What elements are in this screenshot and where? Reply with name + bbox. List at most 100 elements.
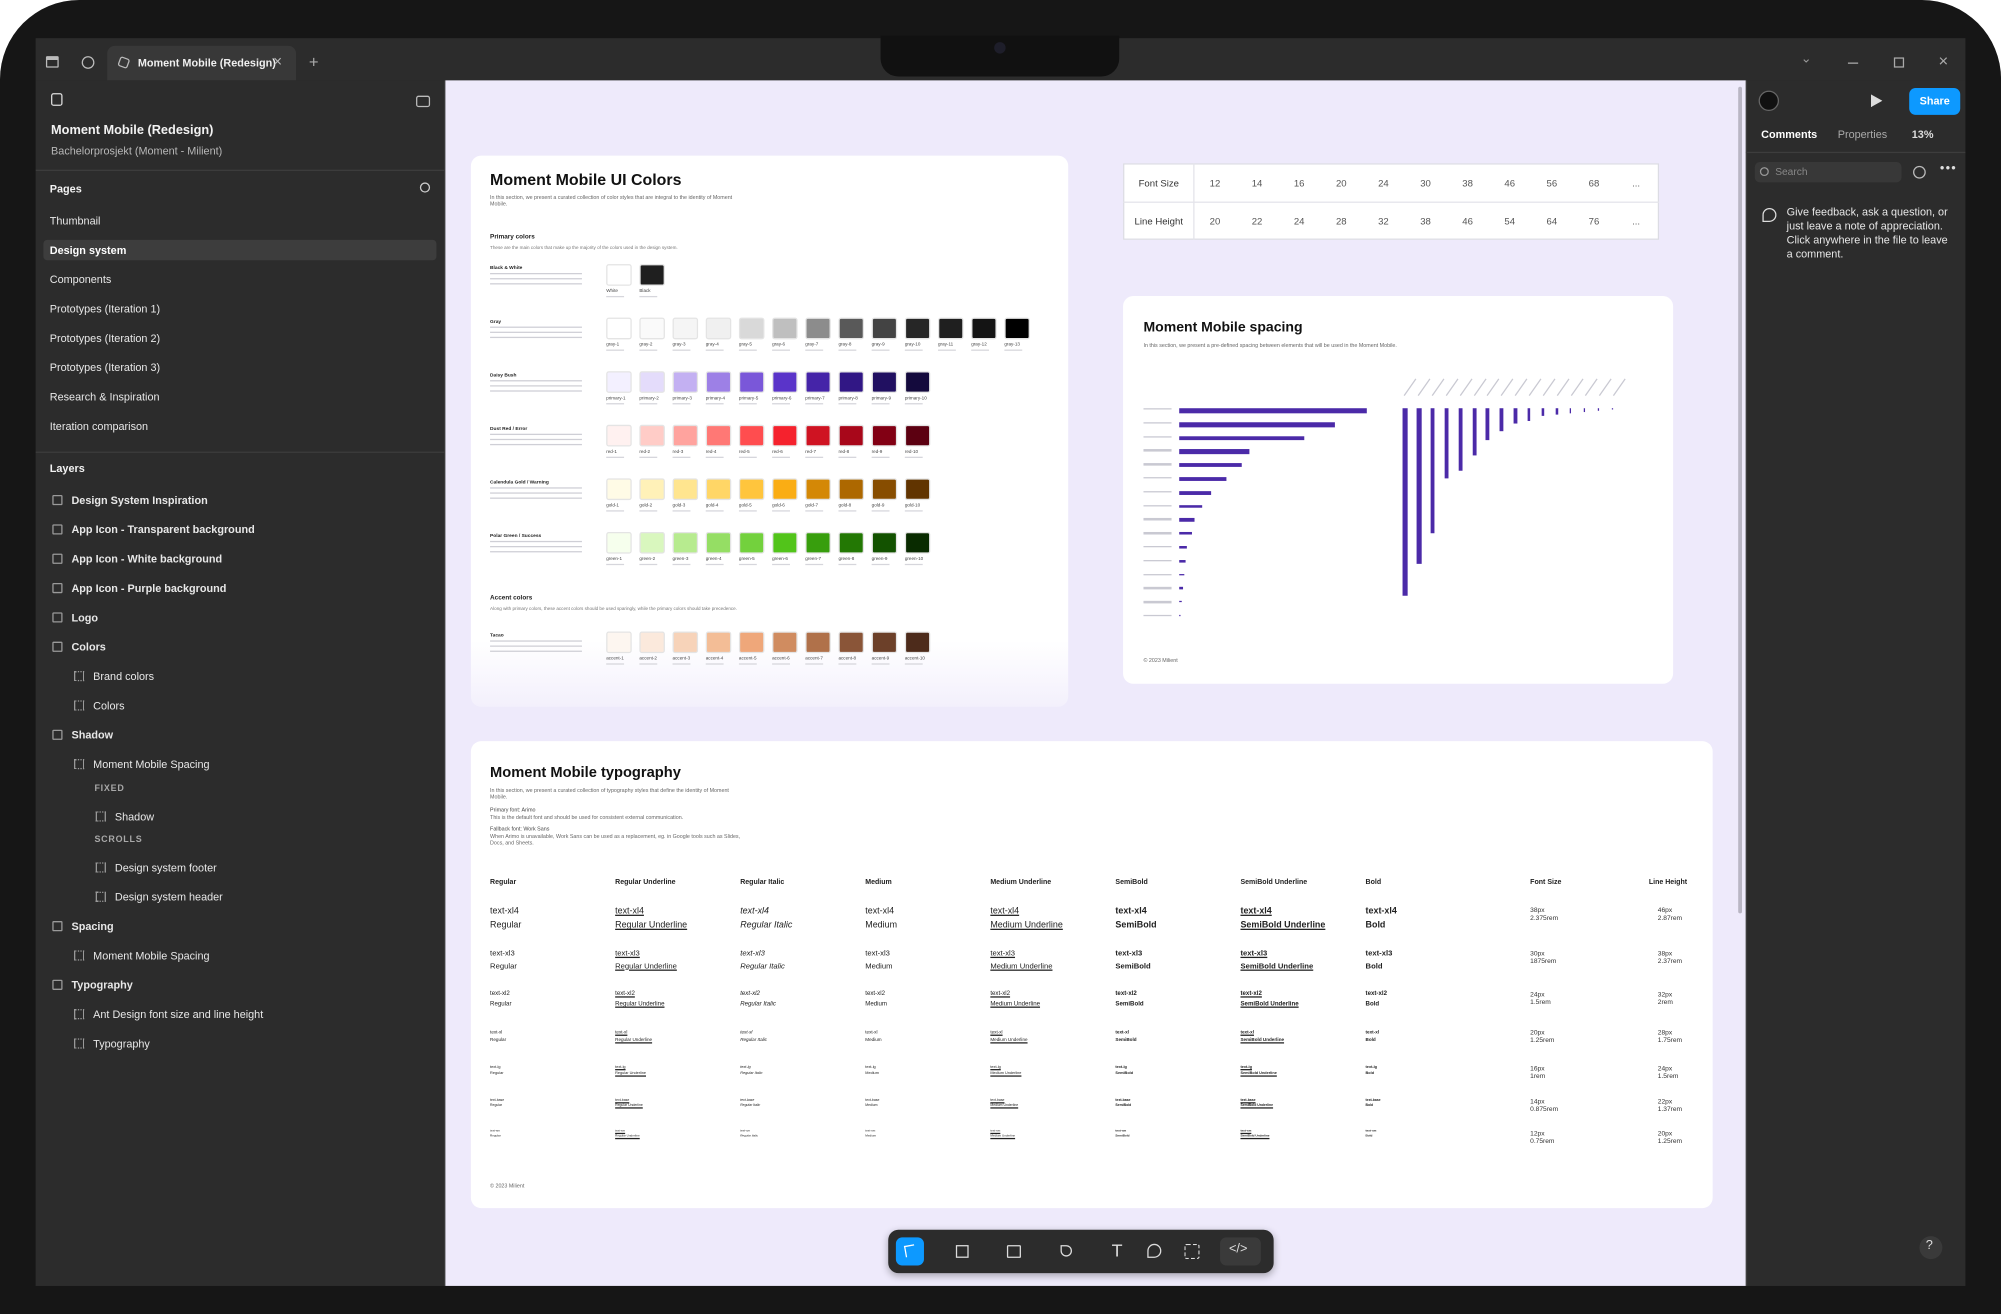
tab-close[interactable]: × <box>273 52 283 71</box>
type-sample: Regular <box>490 921 522 931</box>
layer-item[interactable]: App Icon - Purple background <box>71 581 227 595</box>
file-name[interactable]: Moment Mobile (Redesign) <box>51 123 214 138</box>
help-button[interactable] <box>1919 1236 1943 1260</box>
layer-item[interactable]: Logo <box>71 611 98 624</box>
page-item[interactable]: Research & Inspiration <box>49 390 160 404</box>
panel-tab[interactable]: Properties <box>1837 127 1888 141</box>
win-close[interactable]: × <box>1938 51 1949 71</box>
page-item[interactable]: Prototypes (Iteration 2) <box>49 331 161 345</box>
globe-icon[interactable] <box>81 56 95 69</box>
zoom-level[interactable]: 13% <box>1911 127 1934 141</box>
spacing-bar <box>1179 601 1182 603</box>
page-selected <box>43 239 437 261</box>
type-sample: Bold <box>1365 1001 1380 1008</box>
layer-item[interactable]: Brand colors <box>93 669 155 683</box>
type-sample: text-lg <box>865 1063 876 1070</box>
filter-icon[interactable] <box>1913 165 1926 179</box>
home-icon[interactable] <box>45 56 59 68</box>
group-name: Dust Red / Error <box>490 426 528 432</box>
search-icon[interactable] <box>419 182 431 193</box>
layer-item[interactable]: Design system header <box>114 890 223 904</box>
font-size-value: 38px <box>1530 907 1545 915</box>
page-item[interactable]: Iteration comparison <box>49 419 149 433</box>
swatch-label: accent-7 <box>805 655 823 661</box>
more-icon[interactable]: ••• <box>1939 162 1958 177</box>
layer-item[interactable]: Shadow <box>71 728 114 742</box>
color-swatch <box>1004 317 1030 340</box>
layer-item[interactable]: App Icon - Transparent background <box>71 523 255 536</box>
swatch-hex-line <box>805 403 824 405</box>
new-tab[interactable]: + <box>308 52 319 72</box>
page-item[interactable]: Thumbnail <box>49 214 101 228</box>
column-header: SemiBold <box>1115 878 1148 887</box>
camera <box>994 42 1006 54</box>
type-sample: Regular Underline <box>615 1070 646 1076</box>
resources-tool[interactable] <box>1184 1243 1200 1260</box>
swatch-hex-line <box>805 349 824 352</box>
search-box[interactable] <box>1754 162 1902 183</box>
spacing-column <box>1569 408 1572 413</box>
panel-tab[interactable]: Comments <box>1761 127 1818 141</box>
layer-item[interactable]: Ant Design font size and line height <box>93 1007 264 1021</box>
group-desc-line <box>490 540 582 543</box>
panel-toggle[interactable] <box>416 95 431 108</box>
type-sample: Bold <box>1365 962 1383 971</box>
win-min[interactable] <box>1847 62 1859 65</box>
color-swatch <box>606 317 632 340</box>
layer-item[interactable]: Spacing <box>71 919 114 933</box>
swatch-hex-line <box>639 663 658 665</box>
type-sample: text-xl <box>1240 1029 1254 1035</box>
layer-item[interactable]: Moment Mobile Spacing <box>93 757 210 771</box>
present-icon[interactable] <box>1870 94 1883 108</box>
group-name: Calendula Gold / Warning <box>490 479 549 485</box>
page-item[interactable]: Prototypes (Iteration 3) <box>49 361 161 374</box>
layer-item[interactable]: App Icon - White background <box>71 552 223 566</box>
layer-item[interactable]: Typography <box>93 1037 150 1050</box>
frame-tool[interactable] <box>955 1245 969 1258</box>
win-chevron[interactable]: ⌄ <box>1800 52 1812 67</box>
pen-tool[interactable] <box>1060 1245 1073 1257</box>
swatch-label: gray-11 <box>938 341 954 347</box>
swatch-label: gold-9 <box>871 502 885 508</box>
main-menu[interactable] <box>51 93 63 106</box>
shape-tool[interactable] <box>1006 1245 1021 1258</box>
page-item[interactable]: Design system <box>49 243 127 257</box>
font-size-value: 16px <box>1530 1065 1545 1073</box>
layers-heading: Layers <box>49 461 85 475</box>
color-swatch <box>738 531 765 554</box>
color-swatch <box>871 531 898 554</box>
avatar[interactable] <box>1758 90 1780 111</box>
group-desc-line <box>490 487 582 490</box>
dev-mode[interactable] <box>1220 1237 1261 1266</box>
type-sample: Medium <box>865 1001 888 1008</box>
page-item[interactable]: Prototypes (Iteration 1) <box>49 302 161 316</box>
spacing-label-line <box>1143 449 1172 452</box>
share-button[interactable]: Share <box>1909 88 1961 115</box>
color-swatch <box>838 424 864 447</box>
layer-item[interactable]: Colors <box>93 699 125 712</box>
layer-item[interactable]: Colors <box>71 640 106 654</box>
comment-tool[interactable] <box>1147 1243 1162 1258</box>
swatch-hex-line <box>606 563 625 566</box>
win-max[interactable] <box>1893 57 1905 68</box>
swatch-label: red-4 <box>705 449 717 455</box>
page-item[interactable]: Components <box>49 272 112 286</box>
layer-item[interactable]: Shadow <box>114 810 155 823</box>
swatch-label: gray-10 <box>904 341 921 347</box>
layer-item[interactable]: Design System Inspiration <box>71 493 208 507</box>
swatch-hex-line <box>606 456 625 459</box>
spacing-column <box>1527 408 1531 422</box>
active-tab[interactable] <box>107 45 297 81</box>
color-swatch <box>639 478 665 501</box>
table-cell: 24 <box>1293 215 1305 228</box>
color-swatch <box>805 631 831 654</box>
layer-icon <box>52 553 63 564</box>
layer-item[interactable]: Design system footer <box>114 861 217 874</box>
layer-item[interactable]: Typography <box>71 978 133 992</box>
layer-item[interactable]: Moment Mobile Spacing <box>93 949 210 962</box>
move-tool[interactable] <box>895 1237 924 1266</box>
divider <box>35 169 446 171</box>
type-sample: Medium <box>865 1036 882 1042</box>
type-sample: text-lg <box>615 1063 626 1070</box>
text-tool[interactable]: T <box>1111 1239 1123 1261</box>
